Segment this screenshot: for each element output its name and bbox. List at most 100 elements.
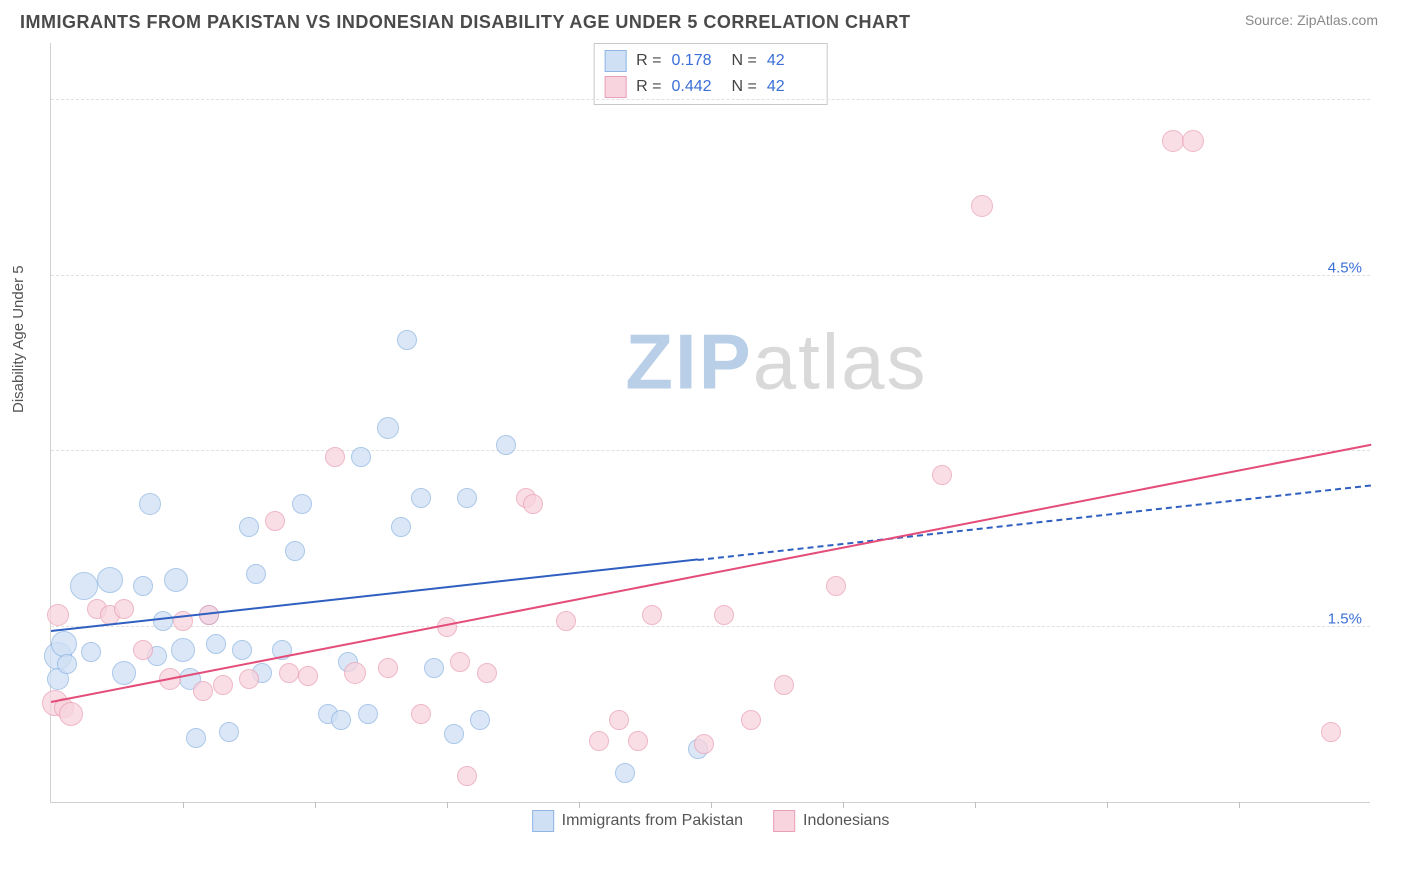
gridline	[51, 450, 1370, 451]
x-tick	[843, 802, 844, 808]
y-tick-label: 1.5%	[1328, 610, 1362, 627]
x-tick	[315, 802, 316, 808]
data-point-indonesians	[523, 494, 543, 514]
data-point-pakistan	[112, 661, 136, 685]
data-point-pakistan	[133, 576, 153, 596]
data-point-pakistan	[171, 638, 195, 662]
data-point-pakistan	[457, 488, 477, 508]
data-point-indonesians	[1162, 130, 1184, 152]
data-point-indonesians	[932, 465, 952, 485]
data-point-indonesians	[741, 710, 761, 730]
data-point-indonesians	[213, 675, 233, 695]
gridline	[51, 99, 1370, 100]
data-point-pakistan	[351, 447, 371, 467]
data-point-indonesians	[193, 681, 213, 701]
data-point-indonesians	[239, 669, 259, 689]
data-point-pakistan	[153, 611, 173, 631]
data-point-pakistan	[164, 568, 188, 592]
watermark-atlas: atlas	[753, 317, 928, 405]
data-point-pakistan	[219, 722, 239, 742]
data-point-indonesians	[279, 663, 299, 683]
legend-item-indonesians: Indonesians	[773, 810, 889, 832]
y-axis-label: Disability Age Under 5	[10, 265, 27, 413]
data-point-indonesians	[628, 731, 648, 751]
data-point-indonesians	[774, 675, 794, 695]
stat-n-label: N =	[732, 78, 757, 96]
legend-swatch-pakistan	[532, 810, 554, 832]
data-point-indonesians	[642, 605, 662, 625]
data-point-pakistan	[444, 724, 464, 744]
data-point-pakistan	[232, 640, 252, 660]
watermark: ZIPatlas	[625, 316, 927, 407]
swatch-pakistan	[604, 50, 626, 72]
legend-label: Immigrants from Pakistan	[562, 812, 743, 830]
x-tick	[975, 802, 976, 808]
stat-n-value: 42	[767, 52, 817, 70]
watermark-zip: ZIP	[625, 317, 752, 405]
data-point-pakistan	[331, 710, 351, 730]
stats-legend-box: R = 0.178 N = 42 R = 0.442 N = 42	[593, 43, 828, 105]
data-point-indonesians	[1321, 722, 1341, 742]
data-point-pakistan	[57, 654, 77, 674]
plot-region: ZIPatlas R =0.178N =42R =0.442N =42 Immi…	[50, 43, 1370, 803]
data-point-indonesians	[457, 766, 477, 786]
data-point-pakistan	[358, 704, 378, 724]
data-point-pakistan	[470, 710, 490, 730]
data-point-pakistan	[246, 564, 266, 584]
series-legend: Immigrants from Pakistan Indonesians	[532, 810, 890, 832]
legend-swatch-indonesians	[773, 810, 795, 832]
x-tick	[183, 802, 184, 808]
data-point-pakistan	[391, 517, 411, 537]
data-point-indonesians	[826, 576, 846, 596]
x-tick	[1239, 802, 1240, 808]
stat-n-value: 42	[767, 78, 817, 96]
gridline	[51, 275, 1370, 276]
source-name: ZipAtlas.com	[1297, 12, 1378, 28]
data-point-indonesians	[556, 611, 576, 631]
x-tick	[579, 802, 580, 808]
chart-header: IMMIGRANTS FROM PAKISTAN VS INDONESIAN D…	[0, 0, 1406, 33]
swatch-indonesians	[604, 76, 626, 98]
data-point-indonesians	[298, 666, 318, 686]
stat-r-label: R =	[636, 78, 661, 96]
stat-r-value: 0.178	[672, 52, 722, 70]
stat-r-label: R =	[636, 52, 661, 70]
x-tick	[711, 802, 712, 808]
data-point-indonesians	[609, 710, 629, 730]
x-tick	[447, 802, 448, 808]
regression-line	[698, 484, 1371, 561]
data-point-indonesians	[1182, 130, 1204, 152]
data-point-pakistan	[285, 541, 305, 561]
data-point-pakistan	[186, 728, 206, 748]
stat-n-label: N =	[732, 52, 757, 70]
data-point-pakistan	[206, 634, 226, 654]
data-point-indonesians	[694, 734, 714, 754]
y-tick-label: 4.5%	[1328, 259, 1362, 276]
data-point-pakistan	[397, 330, 417, 350]
data-point-pakistan	[239, 517, 259, 537]
data-point-indonesians	[59, 702, 83, 726]
gridline	[51, 626, 1370, 627]
data-point-pakistan	[70, 572, 98, 600]
chart-area: Disability Age Under 5 ZIPatlas R = 0.178…	[0, 33, 1406, 873]
data-point-pakistan	[97, 567, 123, 593]
data-point-indonesians	[114, 599, 134, 619]
source-prefix: Source:	[1245, 12, 1297, 28]
data-point-pakistan	[615, 763, 635, 783]
data-point-indonesians	[477, 663, 497, 683]
data-point-indonesians	[411, 704, 431, 724]
stat-r-value: 0.442	[672, 78, 722, 96]
legend-item-pakistan: Immigrants from Pakistan	[532, 810, 743, 832]
data-point-indonesians	[265, 511, 285, 531]
data-point-pakistan	[411, 488, 431, 508]
data-point-indonesians	[47, 604, 69, 626]
data-point-indonesians	[344, 662, 366, 684]
stats-row-indonesians: R = 0.442 N = 42	[604, 74, 817, 100]
x-tick	[1107, 802, 1108, 808]
chart-source: Source: ZipAtlas.com	[1245, 12, 1378, 28]
data-point-pakistan	[292, 494, 312, 514]
data-point-pakistan	[377, 417, 399, 439]
data-point-pakistan	[424, 658, 444, 678]
data-point-indonesians	[714, 605, 734, 625]
data-point-indonesians	[450, 652, 470, 672]
